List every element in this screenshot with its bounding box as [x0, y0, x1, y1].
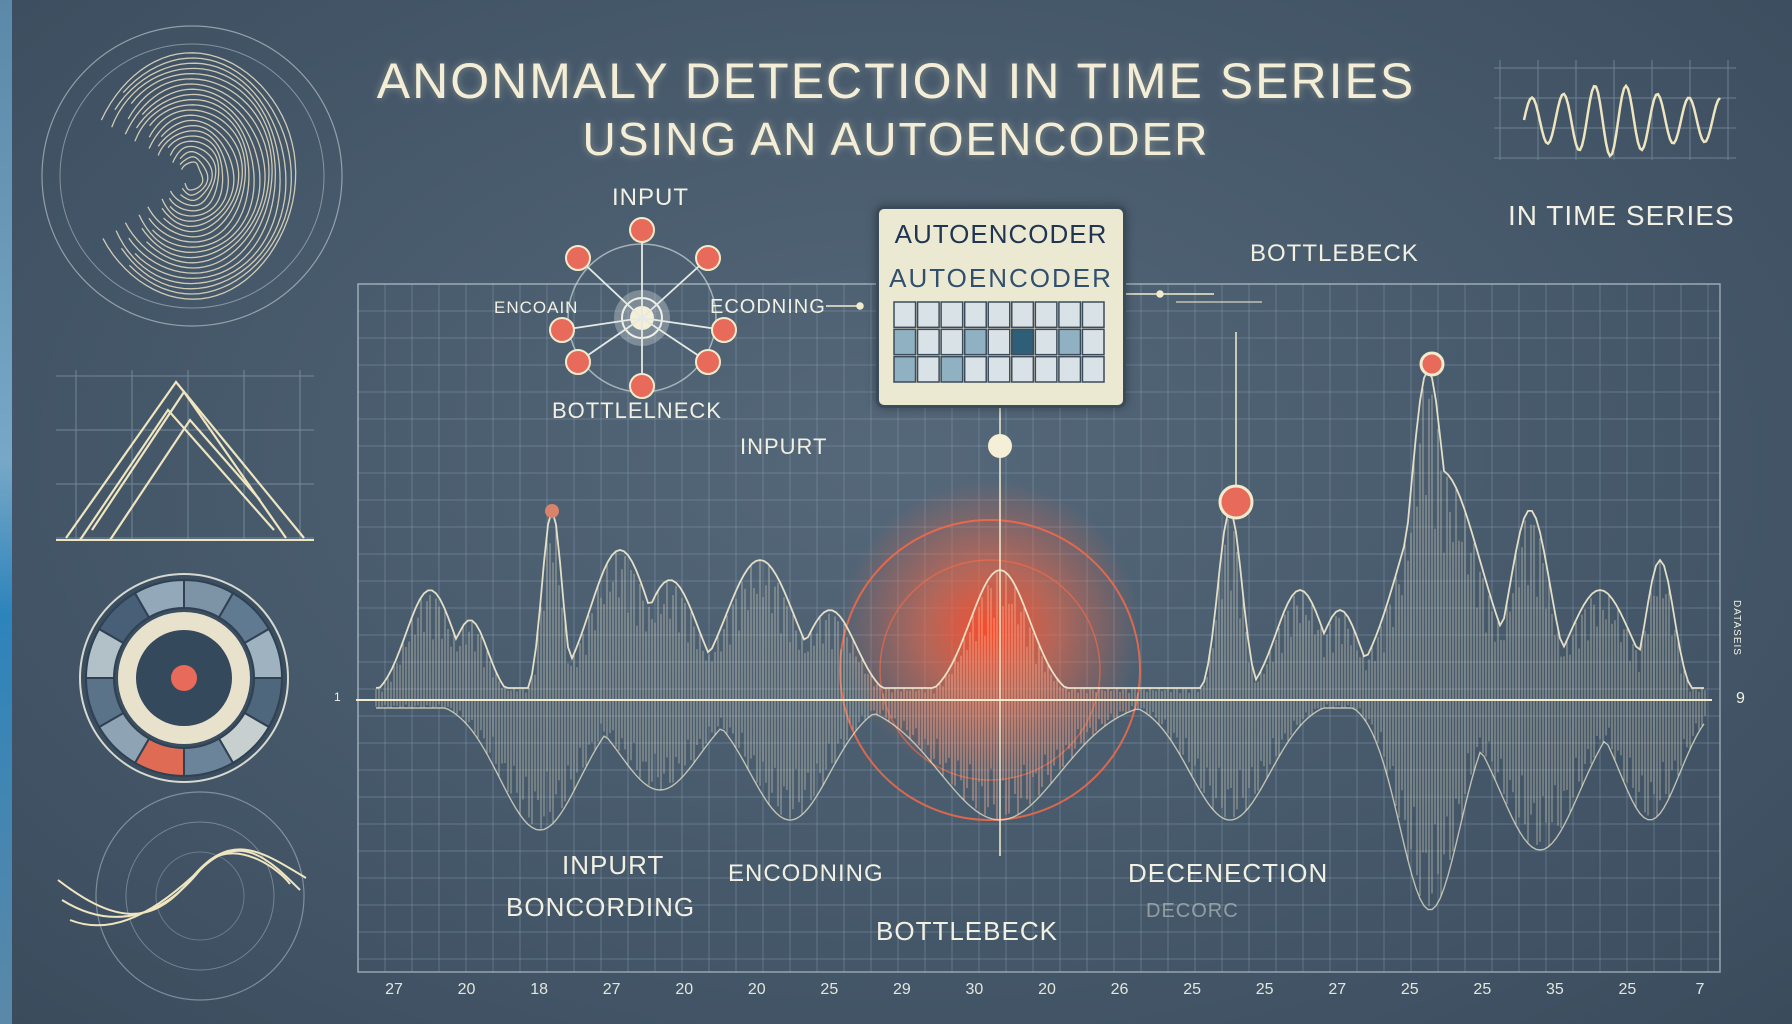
anomaly-markers: [545, 332, 1445, 856]
boncording-label: BONCORDING: [506, 892, 696, 922]
wave-scope-icon: [57, 791, 307, 1001]
network-node: [711, 317, 737, 343]
triangle-wave-icon: [56, 370, 314, 541]
x-tick-label: 7: [1696, 981, 1705, 998]
x-tick-label: 18: [530, 981, 548, 998]
anomaly-highlight: [839, 480, 1141, 821]
x-tick-label: 20: [1038, 981, 1056, 998]
x-tick-label: 27: [1328, 981, 1346, 998]
network-node: [629, 217, 655, 243]
side-axis-label: DATASEIS: [1731, 600, 1742, 656]
anomaly-point: [1419, 351, 1445, 377]
fingerprint-icon: [41, 25, 343, 327]
axis-left-tick: 1: [334, 690, 342, 704]
connectors: [826, 290, 1262, 310]
network-node: [549, 317, 575, 343]
x-tick-label: 25: [1473, 981, 1491, 998]
autoencoder-subtitle: AUTOENCODER: [889, 263, 1113, 293]
left-edge-strip: [0, 0, 12, 1024]
neural-network-diagram: [549, 217, 737, 399]
sine-wave-icon: [1494, 60, 1736, 160]
title-line-2: USING AN AUTOENCODER: [582, 113, 1210, 165]
network-encoding-label-left: ENCOAIN: [494, 298, 579, 317]
decorc-label: DECORC: [1146, 900, 1239, 922]
title-line-1: ANONMALY DETECTION IN TIME SERIES: [376, 53, 1416, 109]
network-input-label: INPUT: [612, 184, 689, 211]
x-tick-label: 35: [1546, 981, 1564, 998]
bottleneck-label-bottom: BOTTLEBECK: [876, 916, 1058, 946]
network-node: [695, 245, 721, 271]
x-tick-label: 26: [1111, 981, 1129, 998]
x-tick-label: 25: [1401, 981, 1419, 998]
network-bottleneck-label: BOTTLELNECK: [552, 398, 722, 423]
x-tick-label: 25: [820, 981, 838, 998]
axis-right-tick: 9: [1736, 690, 1746, 707]
x-tick-label: 29: [893, 981, 911, 998]
x-tick-label: 20: [748, 981, 766, 998]
x-tick-label: 27: [385, 981, 403, 998]
bottleneck-label-top: BOTTLEBECK: [1250, 240, 1419, 267]
x-tick-label: 20: [458, 981, 476, 998]
anomaly-point: [1218, 484, 1254, 520]
input-label-low: INPURT: [562, 850, 665, 880]
x-tick-label: 25: [1619, 981, 1637, 998]
deconection-label: DECENECTION: [1128, 858, 1329, 888]
time-series-waveform: [375, 367, 1706, 911]
network-node: [565, 349, 591, 375]
target-wheel-icon: [79, 573, 289, 783]
encoding-label-low: ENCODNING: [728, 860, 884, 887]
network-node: [695, 349, 721, 375]
network-node: [629, 373, 655, 399]
x-tick-label: 30: [966, 981, 984, 998]
in-time-series-label: IN TIME SERIES: [1508, 200, 1735, 231]
x-axis-ticks: 27 20 18 27 20 20 25 29 30 20 26 25 25 27 25 25 35 25 7: [385, 981, 1704, 998]
marker-node: [988, 434, 1012, 458]
x-tick-label: 20: [675, 981, 693, 998]
anomaly-point: [545, 504, 559, 518]
autoencoder-title: AUTOENCODER: [894, 219, 1108, 249]
network-node: [565, 245, 591, 271]
x-tick-label: 27: [603, 981, 621, 998]
network-encoding-label-right: ECODNING: [710, 296, 826, 318]
autoencoder-panel: AUTOENCODER AUTOENCODER: [876, 206, 1126, 408]
latent-grid: [893, 301, 1105, 383]
x-tick-label: 25: [1183, 981, 1201, 998]
x-tick-label: 25: [1256, 981, 1274, 998]
input-label-mid: INPURT: [740, 434, 828, 459]
